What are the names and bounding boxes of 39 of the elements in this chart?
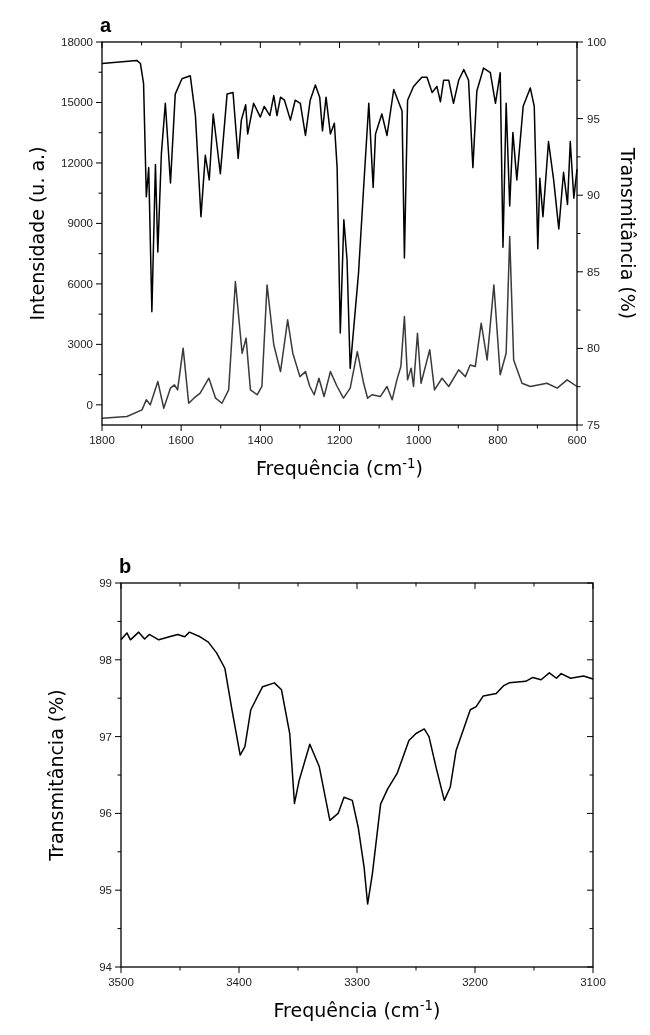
y2-tick-label: 85 xyxy=(587,265,600,278)
y2-tick-label: 100 xyxy=(587,36,607,48)
x-tick-label: 600 xyxy=(567,434,587,446)
y-axis-title: Intensidade (u. a.) xyxy=(26,146,48,321)
y-axis-title: Transmitância (%) xyxy=(45,689,67,862)
x-tick-label: 3200 xyxy=(462,976,488,988)
x-tick-label: 3300 xyxy=(344,976,370,988)
x-tick-label: 1600 xyxy=(168,434,194,446)
x-tick-label: 1000 xyxy=(405,434,432,446)
y-tick-label: 3000 xyxy=(67,338,93,351)
y2-tick-label: 90 xyxy=(587,189,600,202)
y2-tick-label: 95 xyxy=(587,112,600,125)
y-tick-label: 18000 xyxy=(61,36,93,48)
line-series xyxy=(101,235,578,419)
y-tick-label: 15000 xyxy=(61,96,93,109)
y-tick-label: 95 xyxy=(99,884,112,897)
x-tick-label: 3500 xyxy=(108,976,134,988)
y-tick-label: 94 xyxy=(99,961,113,973)
x-tick-label: 1800 xyxy=(89,434,115,446)
y2-axis-title: Transmitância (%) xyxy=(617,146,639,320)
x-tick-label: 1400 xyxy=(247,434,274,446)
y-tick-label: 12000 xyxy=(61,156,93,169)
y-tick-label: 0 xyxy=(86,398,93,411)
y-tick-label: 97 xyxy=(99,730,112,743)
x-tick-label: 3400 xyxy=(226,976,252,988)
y-tick-label: 98 xyxy=(99,653,112,666)
y2-tick-label: 80 xyxy=(587,342,600,355)
y-tick-label: 96 xyxy=(99,807,112,820)
x-tick-label: 800 xyxy=(488,434,508,446)
x-axis-title: Frequência (cm$^{-1}$) xyxy=(273,997,441,1021)
x-axis-title: Frequência (cm$^{-1}$) xyxy=(256,455,423,479)
y-tick-label: 9000 xyxy=(67,217,93,230)
y-tick-label: 99 xyxy=(99,577,112,589)
y-tick-label: 6000 xyxy=(67,277,93,290)
x-tick-label: 1200 xyxy=(326,434,353,446)
x-tick-label: 3100 xyxy=(580,976,606,988)
y2-tick-label: 75 xyxy=(587,419,600,431)
chart-title: a xyxy=(100,14,112,36)
chart-title: b xyxy=(119,555,132,577)
